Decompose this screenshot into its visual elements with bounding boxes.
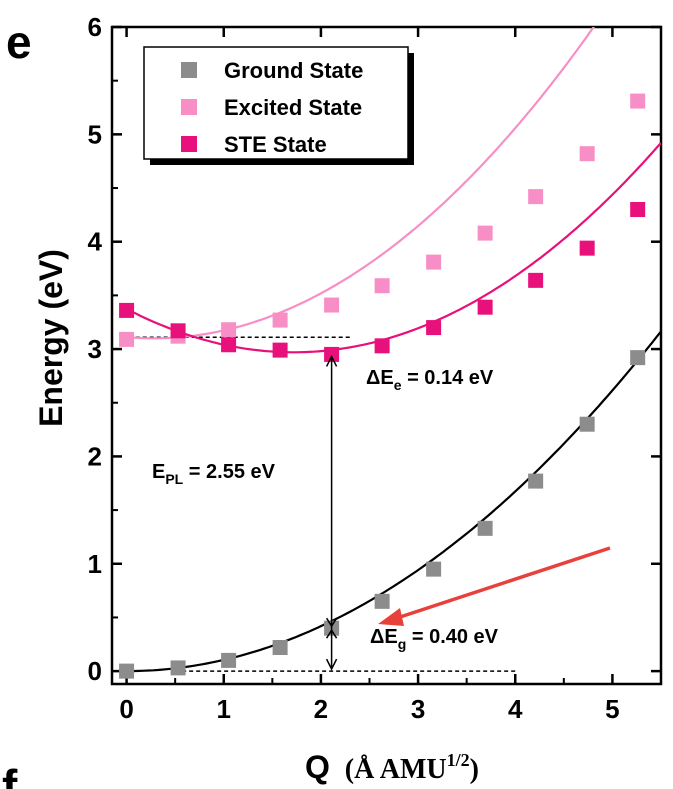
marker-s1-p10 xyxy=(630,93,646,109)
x-tick-label-4: 4 xyxy=(508,694,523,724)
eg-arrow-head-top xyxy=(325,617,338,628)
marker-s2-p6 xyxy=(426,320,442,336)
e-pl-label: EPL = 2.55 eV xyxy=(152,461,276,487)
marker-s2-p8 xyxy=(528,272,544,288)
fit-curve-0 xyxy=(126,330,661,673)
x-axis-title-q: Q xyxy=(305,749,330,785)
y-tick-label-5: 5 xyxy=(88,119,102,149)
marker-s1-p8 xyxy=(528,189,544,205)
delta-e-g-label: ΔEg = 0.40 eV xyxy=(370,626,499,652)
y-tick-label-1: 1 xyxy=(88,549,102,579)
fit-curve-1 xyxy=(126,27,596,340)
x-tick-label-5: 5 xyxy=(605,694,619,724)
marker-s1-p0 xyxy=(119,331,135,347)
legend-label-0: Ground State xyxy=(224,58,363,83)
marker-s0-p7 xyxy=(477,520,493,536)
marker-s0-p9 xyxy=(579,416,595,432)
x-tick-label-3: 3 xyxy=(411,694,425,724)
x-tick-label-1: 1 xyxy=(217,694,231,724)
y-axis-title: Energy (eV) xyxy=(33,249,69,427)
marker-s2-p3 xyxy=(272,342,288,358)
legend-marker-1 xyxy=(181,99,197,115)
marker-s0-p6 xyxy=(426,561,442,577)
red-pointer-arrow-head xyxy=(378,608,404,626)
x-axis-title-unit: Å AMU xyxy=(354,754,447,785)
data-markers xyxy=(119,93,646,679)
marker-s1-p2 xyxy=(221,322,237,338)
y-tick-label-3: 3 xyxy=(88,334,102,364)
legend-marker-0 xyxy=(181,62,197,78)
fit-curves xyxy=(126,27,661,673)
legend-marker-2 xyxy=(181,136,197,152)
epl-arrow-head-bottom xyxy=(325,658,338,671)
panel-letter-f: f xyxy=(2,760,18,789)
marker-s2-p4 xyxy=(324,346,340,362)
x-tick-label-2: 2 xyxy=(314,694,328,724)
fit-curve-2 xyxy=(126,142,661,354)
marker-s2-p0 xyxy=(119,302,135,318)
marker-s0-p5 xyxy=(374,593,390,609)
marker-s2-p10 xyxy=(630,202,646,217)
marker-s1-p7 xyxy=(477,225,493,241)
marker-s0-p8 xyxy=(528,473,544,489)
marker-s1-p4 xyxy=(324,297,340,313)
plot-frame xyxy=(110,25,663,686)
annotations: ΔEe = 0.14 eV EPL = 2.55 eV ΔEg = 0.40 eV xyxy=(152,354,611,671)
marker-s2-p9 xyxy=(579,240,595,256)
panel-letter-e: e xyxy=(6,16,32,68)
marker-s2-p1 xyxy=(170,323,186,339)
delta-e-e-label: ΔEe = 0.14 eV xyxy=(366,367,494,393)
eg-arrow-head-bottom xyxy=(325,628,338,639)
marker-s2-p5 xyxy=(374,338,390,354)
marker-s1-p9 xyxy=(579,146,595,162)
marker-s2-p7 xyxy=(477,299,493,315)
y-tick-label-0: 0 xyxy=(88,656,102,686)
marker-s0-p3 xyxy=(272,640,288,655)
marker-s1-p6 xyxy=(426,254,442,270)
legend-label-1: Excited State xyxy=(224,95,362,120)
axis-ticks: 0 1 2 3 4 5 0 1 2 3 4 5 6 xyxy=(88,12,661,724)
marker-s1-p3 xyxy=(272,312,288,328)
red-pointer-arrow-line xyxy=(393,546,611,621)
marker-s0-p2 xyxy=(221,652,237,668)
x-axis-title-unit-sup: 1/2 xyxy=(447,750,470,770)
y-tick-label-2: 2 xyxy=(88,441,102,471)
x-axis-title: Q (Å AMU1/2) xyxy=(305,749,479,785)
y-tick-label-4: 4 xyxy=(88,227,103,257)
epl-arrow-head-top xyxy=(325,354,338,367)
marker-s2-p2 xyxy=(221,337,237,353)
legend-label-2: STE State xyxy=(224,132,327,157)
y-tick-label-6: 6 xyxy=(88,12,102,42)
marker-s0-p10 xyxy=(630,350,646,366)
marker-s0-p0 xyxy=(119,663,135,679)
legend: Ground State Excited State STE State xyxy=(143,46,414,165)
marker-s0-p1 xyxy=(170,660,186,676)
marker-s1-p5 xyxy=(374,278,390,294)
x-tick-label-0: 0 xyxy=(119,694,133,724)
